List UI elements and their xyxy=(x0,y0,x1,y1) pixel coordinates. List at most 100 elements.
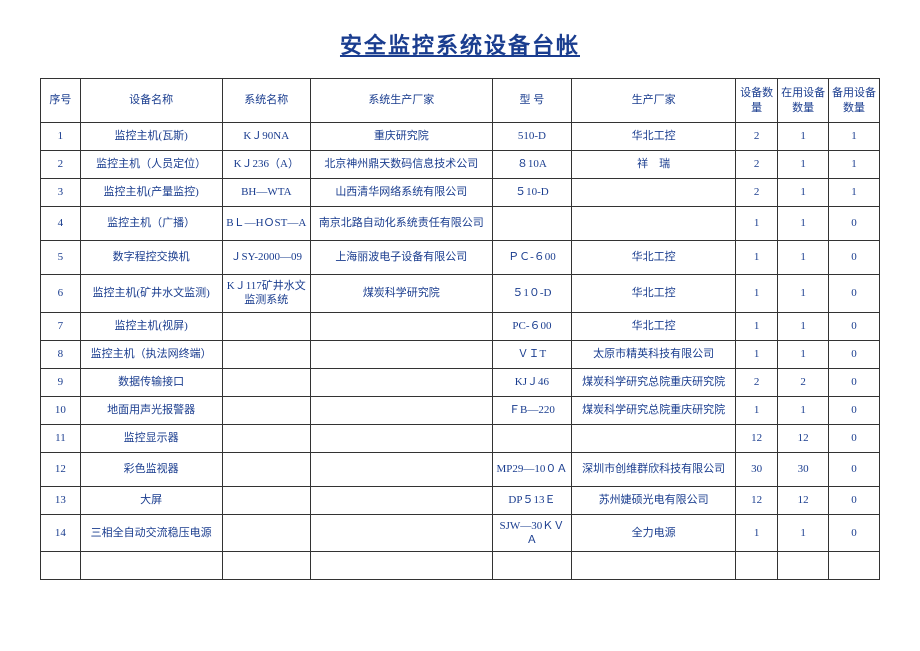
cell-name: 监控显示器 xyxy=(80,424,222,452)
col-sys: 系统名称 xyxy=(222,79,311,123)
col-sysmfr: 系统生产厂家 xyxy=(311,79,493,123)
cell-spare: 1 xyxy=(829,123,880,151)
cell-qty: 2 xyxy=(736,179,778,207)
cell-inuse: 1 xyxy=(778,123,829,151)
cell-model xyxy=(492,424,572,452)
cell-mfr: 煤炭科学研究总院重庆研究院 xyxy=(572,368,736,396)
cell-model: SJW—30ＫＶＡ xyxy=(492,514,572,552)
table-row: 6监控主机(矿井水文监测)KＪ117矿井水文监测系统煤炭科学研究院５1０-D华北… xyxy=(41,275,880,313)
cell-qty: 12 xyxy=(736,424,778,452)
cell-model: ＶＩT xyxy=(492,340,572,368)
cell-model: ＰＣ-６00 xyxy=(492,241,572,275)
cell-name: 三相全自动交流稳压电源 xyxy=(80,514,222,552)
table-row: 12彩色监视器MP29—10０Ａ深圳市创维群欣科技有限公司30300 xyxy=(41,452,880,486)
table-row: 3监控主机(产量监控)BH—WTA山西清华网络系统有限公司５10-D211 xyxy=(41,179,880,207)
cell-inuse: 1 xyxy=(778,179,829,207)
cell-name: 监控主机(瓦斯) xyxy=(80,123,222,151)
cell-mfr: 华北工控 xyxy=(572,241,736,275)
cell-sys xyxy=(222,514,311,552)
cell-mfr: 祥 瑞 xyxy=(572,151,736,179)
cell-sysmfr: 煤炭科学研究院 xyxy=(311,275,493,313)
cell-inuse: 1 xyxy=(778,275,829,313)
table-body: 1监控主机(瓦斯)KＪ90NA重庆研究院510-D华北工控2112监控主机（人员… xyxy=(41,123,880,580)
cell-mfr: 华北工控 xyxy=(572,123,736,151)
cell-name: 数字程控交换机 xyxy=(80,241,222,275)
cell-seq: 5 xyxy=(41,241,81,275)
cell-qty: 1 xyxy=(736,396,778,424)
cell-seq: 9 xyxy=(41,368,81,396)
cell-inuse: 1 xyxy=(778,396,829,424)
cell-sys xyxy=(222,368,311,396)
cell-mfr: 深圳市创维群欣科技有限公司 xyxy=(572,452,736,486)
cell-seq: 7 xyxy=(41,312,81,340)
cell-model: DP５13Ｅ xyxy=(492,486,572,514)
cell-spare: 1 xyxy=(829,151,880,179)
cell-seq: 8 xyxy=(41,340,81,368)
cell-inuse: 2 xyxy=(778,368,829,396)
cell-seq: 1 xyxy=(41,123,81,151)
cell-model: ８10A xyxy=(492,151,572,179)
col-seq: 序号 xyxy=(41,79,81,123)
cell-sysmfr xyxy=(311,312,493,340)
table-row: 13大屏DP５13Ｅ苏州婕硕光电有限公司12120 xyxy=(41,486,880,514)
cell-seq: 3 xyxy=(41,179,81,207)
cell-sysmfr xyxy=(311,340,493,368)
cell-name: 大屏 xyxy=(80,486,222,514)
cell-mfr: 苏州婕硕光电有限公司 xyxy=(572,486,736,514)
cell-model: KJＪ46 xyxy=(492,368,572,396)
cell-sys: BH—WTA xyxy=(222,179,311,207)
cell-inuse: 1 xyxy=(778,241,829,275)
cell-seq: 13 xyxy=(41,486,81,514)
cell-sys: KＪ236（A） xyxy=(222,151,311,179)
cell-sys: KＪ90NA xyxy=(222,123,311,151)
cell-sysmfr: 重庆研究院 xyxy=(311,123,493,151)
cell-mfr: 太原市精英科技有限公司 xyxy=(572,340,736,368)
cell-sys xyxy=(222,424,311,452)
cell-name xyxy=(80,552,222,580)
cell-mfr xyxy=(572,552,736,580)
cell-name: 监控主机（广播） xyxy=(80,207,222,241)
cell-sys xyxy=(222,396,311,424)
cell-name: 监控主机(产量监控) xyxy=(80,179,222,207)
table-row: 2监控主机（人员定位）KＪ236（A）北京神州鼎天数码信息技术公司８10A祥 瑞… xyxy=(41,151,880,179)
cell-sysmfr: 南京北路自动化系统责任有限公司 xyxy=(311,207,493,241)
cell-sysmfr xyxy=(311,486,493,514)
cell-inuse: 1 xyxy=(778,207,829,241)
cell-sysmfr xyxy=(311,368,493,396)
cell-sys: BＬ—HＯST—A xyxy=(222,207,311,241)
table-header-row: 序号 设备名称 系统名称 系统生产厂家 型 号 生产厂家 设备数量 在用设备数量… xyxy=(41,79,880,123)
table-row: 4监控主机（广播）BＬ—HＯST—A南京北路自动化系统责任有限公司110 xyxy=(41,207,880,241)
cell-sysmfr: 上海丽波电子设备有限公司 xyxy=(311,241,493,275)
cell-inuse xyxy=(778,552,829,580)
cell-model: MP29—10０Ａ xyxy=(492,452,572,486)
col-spare: 备用设备数量 xyxy=(829,79,880,123)
cell-spare: 0 xyxy=(829,312,880,340)
cell-sys: KＪ117矿井水文监测系统 xyxy=(222,275,311,313)
cell-model xyxy=(492,207,572,241)
cell-inuse: 1 xyxy=(778,312,829,340)
cell-inuse: 30 xyxy=(778,452,829,486)
cell-spare: 0 xyxy=(829,424,880,452)
cell-qty: 1 xyxy=(736,241,778,275)
cell-sysmfr: 北京神州鼎天数码信息技术公司 xyxy=(311,151,493,179)
table-row: 8监控主机（执法网终端）ＶＩT太原市精英科技有限公司110 xyxy=(41,340,880,368)
cell-spare: 0 xyxy=(829,275,880,313)
cell-qty: 1 xyxy=(736,514,778,552)
cell-mfr xyxy=(572,207,736,241)
cell-inuse: 1 xyxy=(778,151,829,179)
cell-seq: 2 xyxy=(41,151,81,179)
cell-model: 510-D xyxy=(492,123,572,151)
cell-model: ５10-D xyxy=(492,179,572,207)
cell-name: 监控主机（执法网终端） xyxy=(80,340,222,368)
cell-spare: 0 xyxy=(829,368,880,396)
cell-name: 数据传输接口 xyxy=(80,368,222,396)
cell-spare: 0 xyxy=(829,340,880,368)
cell-sysmfr xyxy=(311,514,493,552)
cell-mfr: 煤炭科学研究总院重庆研究院 xyxy=(572,396,736,424)
cell-spare: 0 xyxy=(829,486,880,514)
cell-sysmfr: 山西清华网络系统有限公司 xyxy=(311,179,493,207)
cell-sysmfr xyxy=(311,552,493,580)
cell-sys xyxy=(222,340,311,368)
equipment-table: 序号 设备名称 系统名称 系统生产厂家 型 号 生产厂家 设备数量 在用设备数量… xyxy=(40,78,880,580)
table-row: 9数据传输接口KJＪ46煤炭科学研究总院重庆研究院220 xyxy=(41,368,880,396)
